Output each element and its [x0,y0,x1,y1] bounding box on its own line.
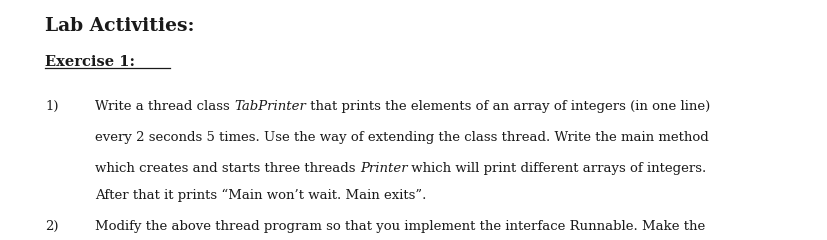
Text: Exercise 1:: Exercise 1: [45,55,136,69]
Text: Lab Activities:: Lab Activities: [45,17,195,35]
Text: Printer: Printer [360,162,408,175]
Text: which will print different arrays of integers.: which will print different arrays of int… [408,162,707,175]
Text: Write a thread class: Write a thread class [95,100,234,113]
Text: Modify the above thread program so that you implement the interface Runnable. Ma: Modify the above thread program so that … [95,220,705,233]
Text: TabPrinter: TabPrinter [234,100,306,113]
Text: 1): 1) [45,100,59,113]
Text: which creates and starts three threads: which creates and starts three threads [95,162,360,175]
Text: that prints the elements of an array of integers (in one line): that prints the elements of an array of … [306,100,710,113]
Text: After that it prints “Main won’t wait. Main exits”.: After that it prints “Main won’t wait. M… [95,188,427,202]
Text: every 2 seconds 5 times. Use the way of extending the class thread. Write the ma: every 2 seconds 5 times. Use the way of … [95,131,709,144]
Text: 2): 2) [45,220,59,233]
